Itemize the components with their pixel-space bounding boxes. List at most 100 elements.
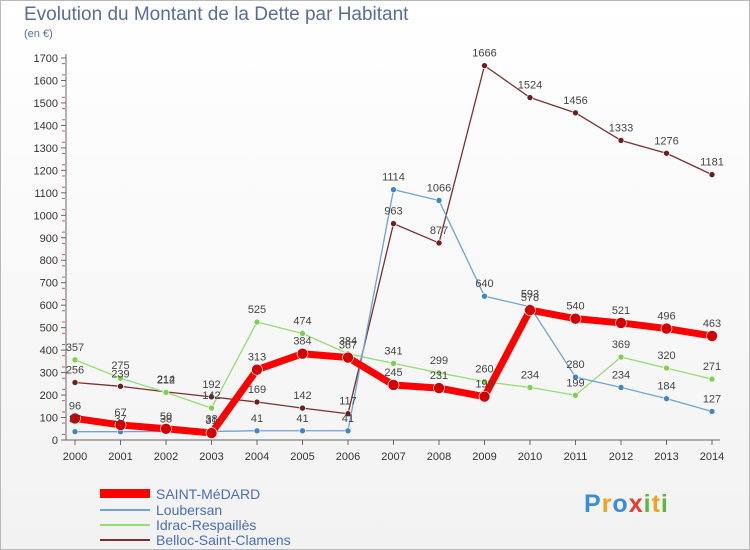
data-label: 640 [475,278,493,290]
data-point [617,137,625,144]
data-point [208,393,215,401]
data-label: 41 [251,413,263,425]
data-label: 341 [384,345,402,357]
x-tick-label: 2007 [381,451,405,463]
y-tick-label: 1000 [34,210,58,222]
x-tick-label: 2013 [654,451,678,463]
data-label: 578 [521,292,539,304]
x-tick-label: 2000 [63,451,87,463]
data-label: 1276 [654,135,678,147]
data-point [572,391,579,399]
data-point [526,94,534,101]
data-point [251,363,263,376]
data-label: 260 [475,364,493,376]
data-point [663,364,670,372]
legend-item: Belloc-Saint-Clamens [100,531,291,548]
data-point [660,322,673,335]
y-tick-label: 900 [40,233,58,245]
data-label: 313 [248,352,266,364]
y-tick-label: 0 [52,435,58,447]
y-tick-label: 1100 [34,188,58,200]
legend-swatch [100,523,150,526]
data-label: 184 [657,381,675,393]
y-tick-label: 1700 [34,53,58,65]
chart-unit: (en €) [24,28,53,40]
y-tick-label: 100 [40,413,58,425]
data-point [71,379,79,386]
data-label: 1666 [472,48,496,60]
legend-swatch [100,538,150,541]
data-label: 1181 [700,157,724,169]
legend-swatch [100,489,150,498]
data-label: 245 [384,367,402,379]
data-label: 41 [342,413,354,425]
data-point [253,398,261,406]
x-tick-label: 2011 [564,451,588,463]
data-label: 963 [384,206,402,218]
data-point [708,375,716,383]
data-point [344,410,352,418]
data-label: 127 [703,393,721,405]
data-point [481,62,488,69]
y-tick-label: 200 [40,390,58,402]
chart-title: Evolution du Montant de la Dette par Hab… [24,4,409,25]
data-point [390,360,397,367]
data-label: 280 [566,359,584,371]
y-tick-label: 300 [40,368,58,380]
data-point [299,427,306,435]
data-point [617,353,625,361]
data-label: 117 [339,396,357,408]
y-tick-label: 400 [40,345,58,357]
data-point [481,378,488,385]
data-label: 384 [339,336,357,348]
data-label: 1456 [563,95,587,107]
legend-item: Idrac-Respaillès [100,517,256,533]
data-label: 37 [114,414,126,426]
data-label: 67 [114,407,126,419]
data-point [299,330,306,337]
data-point [114,419,127,431]
data-point [162,389,170,396]
y-tick-label: 1200 [34,165,58,177]
data-label: 234 [521,369,539,381]
data-point [299,404,306,412]
legend-label: Loubersan [156,501,223,518]
data-point [708,171,716,178]
x-tick-label: 2003 [199,451,223,463]
data-point [71,428,79,435]
legend-item: Loubersan [100,501,223,518]
data-point [390,186,397,193]
data-point [253,318,261,326]
data-point [69,412,81,425]
data-label: 212 [157,374,175,386]
data-point [296,347,309,360]
data-point [117,382,124,390]
data-label: 521 [612,305,630,317]
data-label: 357 [66,342,84,354]
data-point [481,292,488,300]
x-tick-label: 2010 [518,451,542,463]
data-point [572,373,579,381]
data-label: 96 [69,400,81,412]
data-point [117,374,124,382]
data-point [387,379,400,391]
data-label: 463 [703,318,721,330]
data-label: 367 [339,340,357,352]
data-label: 31 [205,415,217,427]
data-point [71,356,79,364]
data-label: 275 [111,360,129,372]
data-label: 474 [293,315,311,327]
data-label: 384 [293,336,311,348]
data-label: 38 [160,413,172,425]
data-label: 169 [248,384,266,396]
legend-label: Belloc-Saint-Clamens [156,531,291,548]
data-point [569,312,582,325]
legend-label: SAINT-MéDARD [156,485,261,502]
legend-item: SAINT-MéDARD [100,485,261,502]
data-label: 199 [566,377,584,389]
data-label: 271 [703,361,721,373]
data-label: 256 [66,364,84,376]
data-point [160,422,172,435]
